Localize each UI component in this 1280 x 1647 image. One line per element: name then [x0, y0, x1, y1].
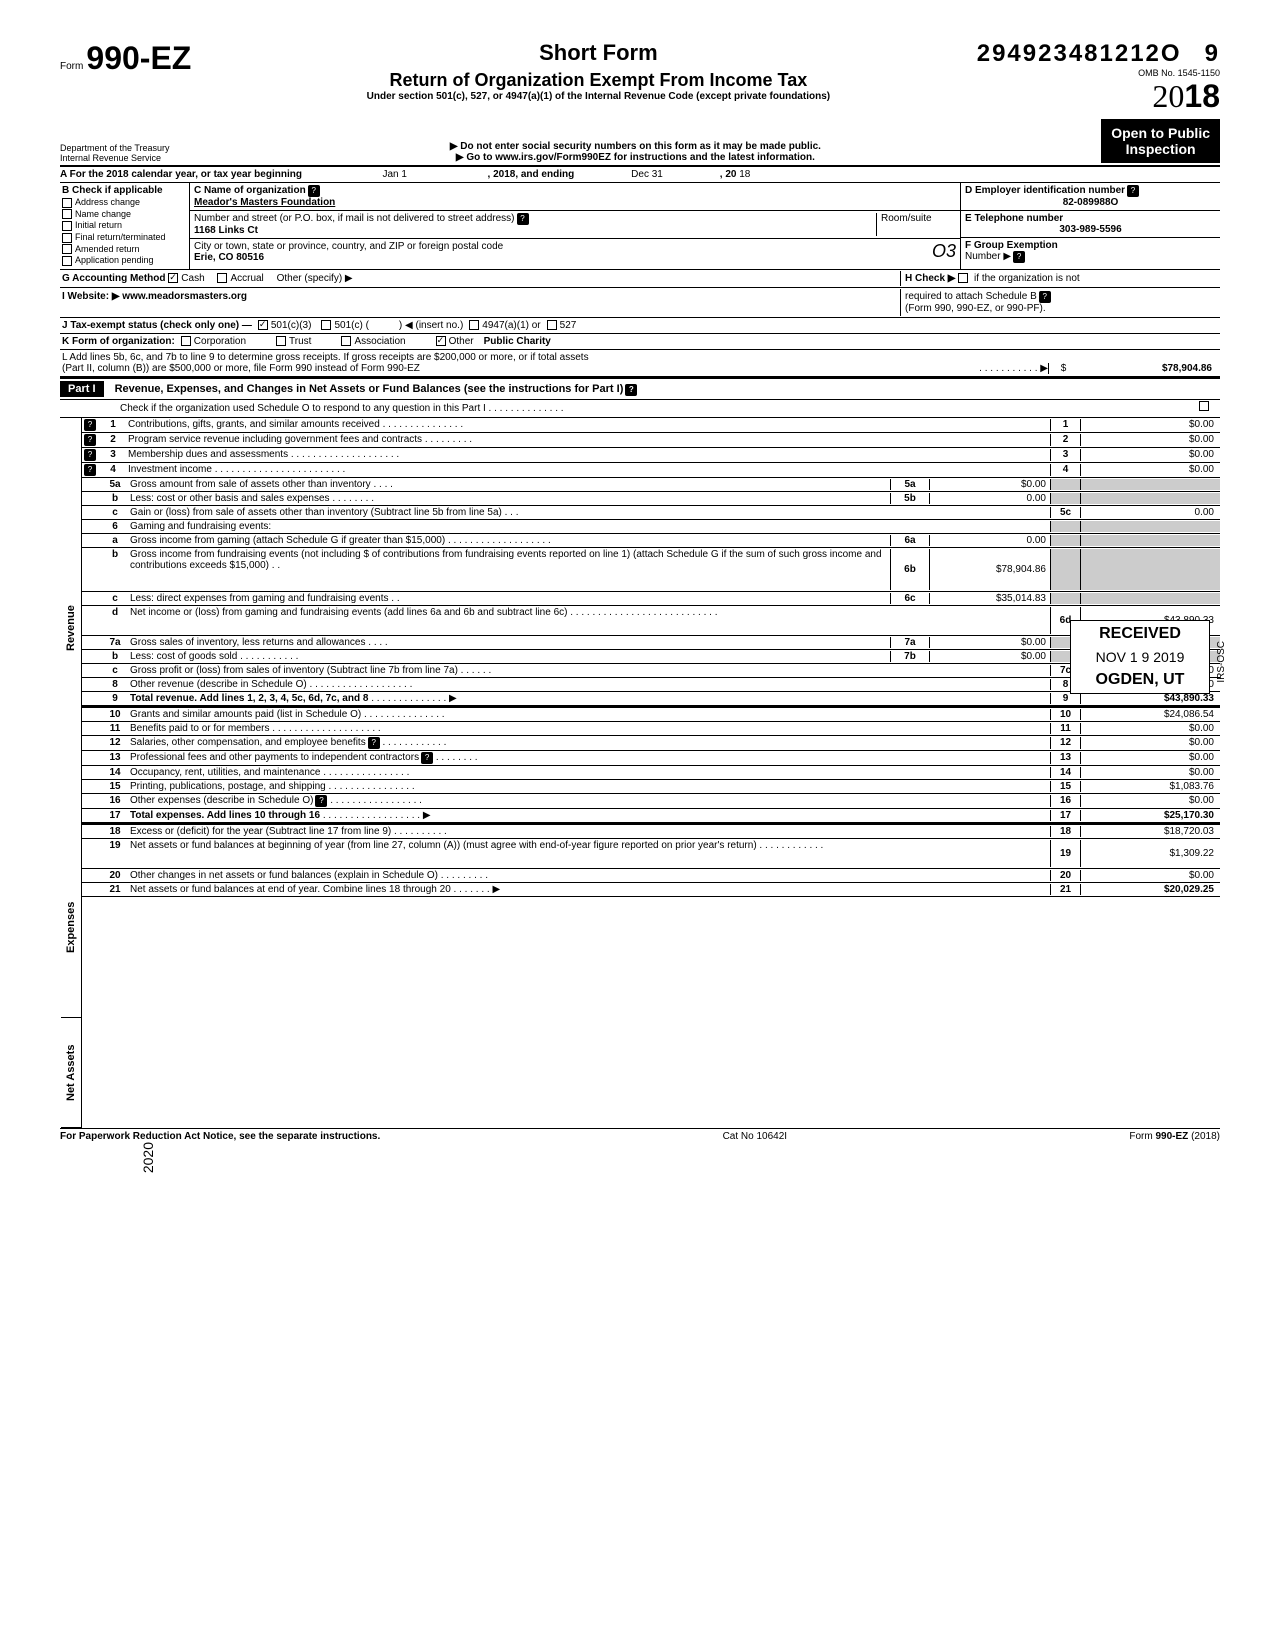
doc-id-suffix: 9: [1205, 40, 1220, 67]
footer: For Paperwork Reduction Act Notice, see …: [60, 1128, 1220, 1142]
line-7b-val: $0.00: [930, 651, 1050, 662]
header-row: Form 990-EZ Short Form Return of Organiz…: [60, 40, 1220, 115]
received-stamp: RECEIVED NOV 1 9 2019 OGDEN, UT IRS-OSC: [1070, 620, 1210, 694]
help-icon[interactable]: ?: [84, 419, 96, 431]
check-cash[interactable]: [168, 273, 178, 283]
main-title: Return of Organization Exempt From Incom…: [220, 70, 977, 91]
check-h[interactable]: [958, 273, 968, 283]
check-527[interactable]: [547, 320, 557, 330]
dept-row: Department of the Treasury Internal Reve…: [60, 119, 1220, 167]
line-5c-val: 0.00: [1080, 507, 1220, 518]
line-9-val: $43,890.33: [1080, 693, 1220, 704]
row-j: J Tax-exempt status (check only one) — 5…: [60, 318, 1220, 334]
help-icon[interactable]: ?: [84, 464, 96, 476]
check-trust[interactable]: [276, 336, 286, 346]
check-amended[interactable]: Amended return: [62, 244, 187, 255]
line-6b-val: $78,904.86: [930, 549, 1050, 590]
section-a: A For the 2018 calendar year, or tax yea…: [60, 167, 1220, 183]
header-grid: B Check if applicable Address change Nam…: [60, 183, 1220, 270]
line-21-val: $20,029.25: [1080, 884, 1220, 895]
help-icon[interactable]: ?: [368, 737, 380, 749]
help-icon[interactable]: ?: [84, 434, 96, 446]
phone: 303-989-5596: [965, 224, 1216, 235]
line-6c-val: $35,014.83: [930, 593, 1050, 604]
check-schedule-o[interactable]: [1199, 401, 1209, 411]
year-stamp: 2020: [140, 1142, 156, 1173]
open-to-public: Open to Public Inspection: [1101, 119, 1220, 163]
check-name-change[interactable]: Name change: [62, 209, 187, 220]
line-5b-val: 0.00: [930, 493, 1050, 504]
col-b: B Check if applicable Address change Nam…: [60, 183, 190, 269]
line-15-val: $1,083.76: [1080, 781, 1220, 792]
check-501c[interactable]: [321, 320, 331, 330]
form-number: 990-EZ: [86, 40, 191, 76]
help-icon[interactable]: ?: [308, 185, 320, 197]
omb-no: OMB No. 1545-1150: [977, 68, 1220, 78]
org-name: Meador's Masters Foundation: [194, 197, 956, 208]
line-2-val: $0.00: [1080, 434, 1220, 446]
help-icon[interactable]: ?: [625, 384, 637, 396]
sub-title: Under section 501(c), 527, or 4947(a)(1)…: [220, 91, 977, 102]
city-state-zip: Erie, CO 80516: [194, 252, 876, 263]
dept-line1: Department of the Treasury: [60, 143, 170, 153]
tax-year: 20201818: [977, 78, 1220, 115]
line-14-val: $0.00: [1080, 767, 1220, 778]
row-k: K Form of organization: Corporation Trus…: [60, 334, 1220, 350]
vert-labels: Revenue Expenses Net Assets: [60, 418, 82, 1128]
check-initial-return[interactable]: Initial return: [62, 220, 187, 231]
irs-osc: IRS-OSC: [1216, 641, 1227, 683]
line-12-val: $0.00: [1080, 737, 1220, 749]
line-3-val: $0.00: [1080, 449, 1220, 461]
help-icon[interactable]: ?: [1039, 291, 1051, 303]
line-1-val: $0.00: [1080, 419, 1220, 431]
handwritten-03: O3: [876, 241, 956, 263]
line-18-val: $18,720.03: [1080, 826, 1220, 837]
line-11-val: $0.00: [1080, 723, 1220, 734]
check-accrual[interactable]: [217, 273, 227, 283]
line-10-val: $24,086.54: [1080, 709, 1220, 720]
help-icon[interactable]: ?: [1127, 185, 1139, 197]
check-assoc[interactable]: [341, 336, 351, 346]
gross-receipts: $78,904.86: [1078, 363, 1218, 374]
line-17-val: $25,170.30: [1080, 810, 1220, 821]
col-mid: C Name of organization? Meador's Masters…: [190, 183, 960, 269]
check-501c3[interactable]: [258, 320, 268, 330]
arrow-note-2: ▶ Go to www.irs.gov/Form990EZ for instru…: [170, 152, 1102, 163]
check-corp[interactable]: [181, 336, 191, 346]
line-7a-val: $0.00: [930, 637, 1050, 648]
row-g: G Accounting Method Cash Accrual Other (…: [60, 270, 1220, 288]
form-label: Form: [60, 61, 83, 72]
street-address: 1168 Links Ct: [194, 225, 876, 236]
line-4-val: $0.00: [1080, 464, 1220, 476]
row-l: L Add lines 5b, 6c, and 7b to line 9 to …: [60, 350, 1220, 377]
dept-line2: Internal Revenue Service: [60, 153, 170, 163]
col-right: D Employer identification number? 82-089…: [960, 183, 1220, 269]
website: www.meadorsmasters.org: [122, 291, 247, 302]
part-i-check: Check if the organization used Schedule …: [60, 400, 1220, 418]
short-form-title: Short Form: [220, 40, 977, 66]
help-icon[interactable]: ?: [421, 752, 433, 764]
check-other-org[interactable]: [436, 336, 446, 346]
line-13-val: $0.00: [1080, 752, 1220, 764]
row-i: I Website: ▶ www.meadorsmasters.org requ…: [60, 288, 1220, 318]
help-icon[interactable]: ?: [1013, 251, 1025, 263]
ein: 82-089988O: [965, 197, 1216, 208]
help-icon[interactable]: ?: [84, 449, 96, 461]
arrow-note-1: ▶ Do not enter social security numbers o…: [170, 141, 1102, 152]
line-20-val: $0.00: [1080, 870, 1220, 881]
check-4947[interactable]: [469, 320, 479, 330]
line-16-val: $0.00: [1080, 795, 1220, 807]
check-final-return[interactable]: Final return/terminated: [62, 232, 187, 243]
main-table: Revenue Expenses Net Assets ?1Contributi…: [60, 418, 1220, 1128]
line-5a-val: $0.00: [930, 479, 1050, 490]
part-i-header: Part I Revenue, Expenses, and Changes in…: [60, 377, 1220, 400]
help-icon[interactable]: ?: [517, 213, 529, 225]
help-icon[interactable]: ?: [315, 795, 327, 807]
doc-id: 294923481212O: [977, 40, 1182, 67]
line-19-val: $1,309.22: [1080, 840, 1220, 867]
check-pending[interactable]: Application pending: [62, 255, 187, 266]
line-6a-val: 0.00: [930, 535, 1050, 546]
check-address-change[interactable]: Address change: [62, 197, 187, 208]
other-org-val: Public Charity: [484, 336, 551, 347]
